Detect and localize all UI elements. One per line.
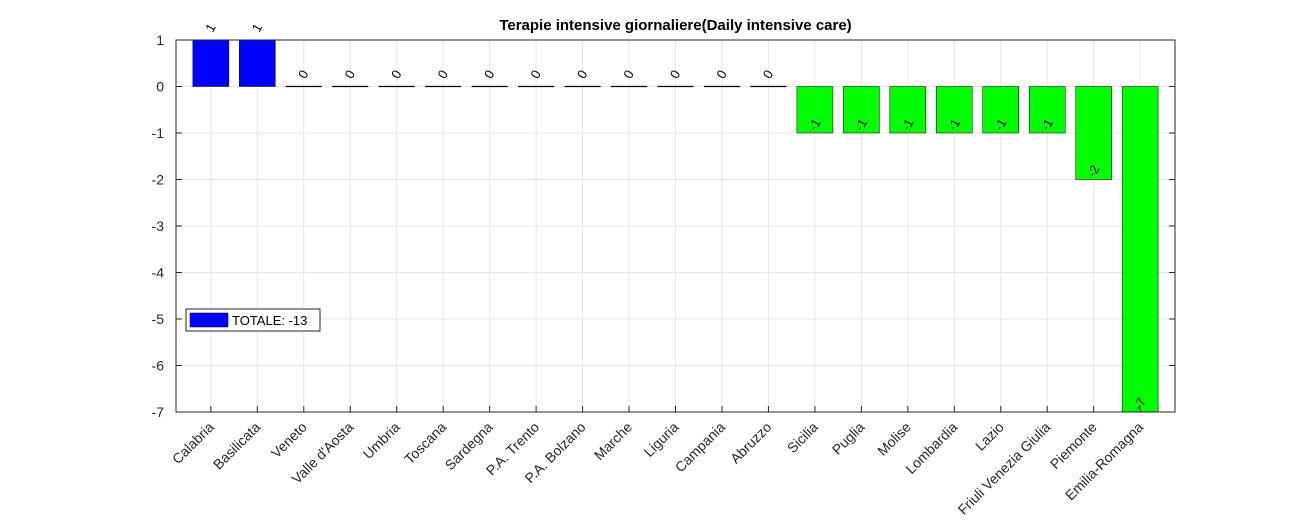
bar-sicilia [796, 86, 834, 134]
x-tick-label: Sicilia [784, 419, 821, 456]
y-tick-label: -3 [152, 218, 165, 234]
bar-lombardia [936, 86, 973, 134]
grid [176, 39, 1175, 413]
bar-puglia [843, 86, 880, 134]
legend-label: TOTALE: -13 [232, 313, 307, 328]
y-tick-label: -7 [152, 404, 165, 420]
x-tick-label: Veneto [268, 419, 310, 461]
y-tick-label: -6 [152, 358, 165, 374]
y-axis-ticks: 1 0 -1 -2 -3 -4 -5 -6 -7 [152, 32, 1175, 420]
y-tick-label: -5 [152, 311, 165, 327]
data-labels: 1 10 0 0 0 0 0 0 0 0 0 0-1 -1 -1 -1 -1 -1-2-7 [202, 21, 1149, 413]
y-tick-label: 0 [156, 79, 164, 95]
data-label: 1 [249, 21, 266, 35]
x-tick-label: Basilicata [210, 419, 264, 473]
x-tick-label: Campania [672, 419, 729, 476]
bar-basilicata [239, 39, 276, 87]
y-tick-label: -4 [152, 265, 165, 281]
x-tick-label: Emilia-Romagna [1062, 419, 1147, 504]
y-tick-label: 1 [156, 32, 164, 48]
legend-swatch [189, 312, 229, 328]
bar-calabria [192, 39, 230, 87]
x-tick-label: Puglia [829, 419, 868, 458]
legend: TOTALE: -13 [185, 308, 321, 332]
x-tick-label: Marche [591, 419, 635, 463]
chart-title: Terapie intensive giornaliere(Daily inte… [499, 17, 851, 34]
x-tick-label: Abruzzo [727, 419, 775, 467]
bar-molise [889, 86, 927, 134]
x-tick-label: Liguria [641, 419, 682, 460]
x-tick-label: Friuli Venezia Giulia [955, 419, 1054, 518]
bar-friuli-venezia-giulia [1028, 86, 1066, 134]
bars [192, 39, 1159, 413]
bar-lazio [982, 86, 1020, 134]
bar-piemonte [1075, 86, 1112, 180]
bar-emilia-romagna [1121, 86, 1159, 413]
x-tick-label: Molise [874, 419, 914, 459]
y-tick-label: -2 [152, 172, 165, 188]
data-label: 1 [202, 21, 219, 35]
x-tick-label: Lazio [972, 419, 1007, 454]
y-tick-label: -1 [152, 125, 165, 141]
x-tick-label: Umbria [360, 419, 403, 462]
